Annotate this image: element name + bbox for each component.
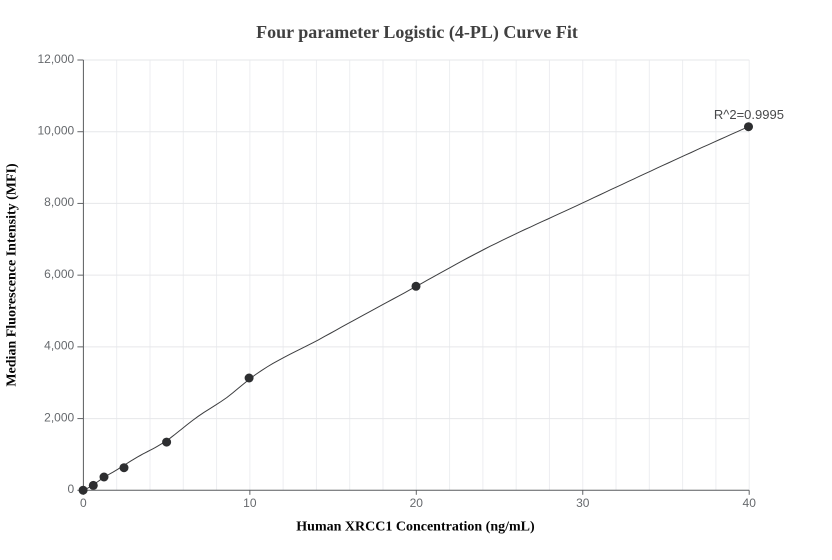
svg-text:10: 10 xyxy=(243,496,257,510)
svg-text:Human XRCC1 Concentration (ng/: Human XRCC1 Concentration (ng/mL) xyxy=(296,520,535,535)
svg-text:10,000: 10,000 xyxy=(37,124,74,138)
svg-text:0: 0 xyxy=(68,482,75,496)
svg-text:0: 0 xyxy=(80,496,87,510)
svg-text:Four parameter Logistic (4-PL): Four parameter Logistic (4-PL) Curve Fit xyxy=(256,22,578,43)
svg-text:Median Fluorescence Intensity: Median Fluorescence Intensity (MFI) xyxy=(5,163,20,387)
svg-text:8,000: 8,000 xyxy=(44,195,74,209)
svg-text:4,000: 4,000 xyxy=(44,339,74,353)
svg-text:6,000: 6,000 xyxy=(44,267,74,281)
svg-text:40: 40 xyxy=(743,496,757,510)
svg-text:2,000: 2,000 xyxy=(44,410,74,424)
svg-text:12,000: 12,000 xyxy=(37,52,74,66)
svg-text:20: 20 xyxy=(410,496,424,510)
svg-text:R^2=0.9995: R^2=0.9995 xyxy=(714,107,784,122)
svg-text:30: 30 xyxy=(576,496,590,510)
